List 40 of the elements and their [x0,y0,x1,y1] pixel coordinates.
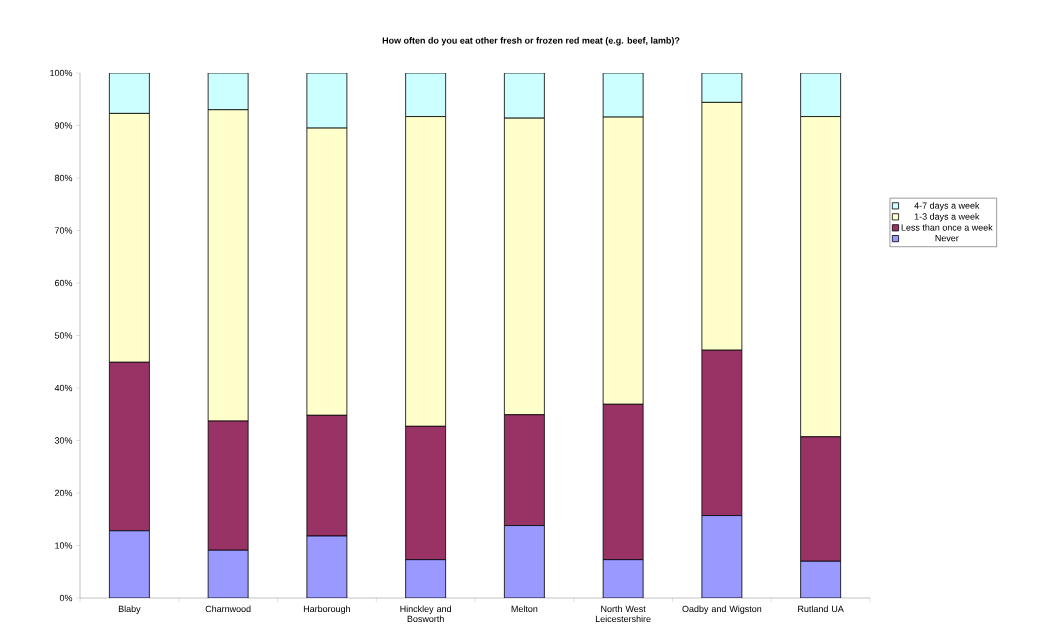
x-tick-label: North West Leicestershire [595,605,651,623]
bar [602,72,644,118]
y-tick-label: 100% [50,69,73,77]
bar [800,560,842,598]
bar [503,525,545,598]
y-tick-label: 80% [54,174,73,182]
bar [108,72,150,114]
legend-label: Less than once a week [901,224,993,231]
legend-label: 1-3 days a week [914,213,980,222]
bar [306,72,348,129]
bar [602,559,644,598]
chart-title: How often do you eat other fresh or frozen red meat (e.g. beef, lamb)? [382,37,680,46]
y-tick-label: 50% [54,332,73,339]
text: Never [935,235,959,242]
bar [701,515,743,598]
bar [405,72,447,117]
x-tick-label: Harborough [303,605,350,614]
y-tick-label: 30% [54,437,73,444]
x-tick-label: Melton [511,605,538,613]
bar [108,530,150,598]
bar [207,72,249,111]
y-tick-label: 60% [54,279,73,287]
x-tick-label: Oadby and Wigston [682,605,762,614]
bar [207,549,249,598]
y-tick-label: 10% [55,542,73,549]
y-tick-label: 0% [59,594,73,602]
bar [800,72,842,117]
bar [701,72,743,103]
x-tick-label: Rutland UA [798,605,844,613]
bar [503,72,545,119]
y-tick-label: 40% [54,384,73,392]
bar [306,535,348,598]
bar [405,559,447,598]
y-tick-label: 20% [54,489,73,497]
x-tick-label: Hinckley and Bosworth [400,605,451,623]
x-tick-label: Blaby [118,605,141,614]
y-tick-label: 90% [54,122,73,129]
y-tick-label: 70% [54,227,73,234]
legend-label: 4-7 days a week [914,202,980,211]
x-tick-label: Charnwood [205,605,251,613]
